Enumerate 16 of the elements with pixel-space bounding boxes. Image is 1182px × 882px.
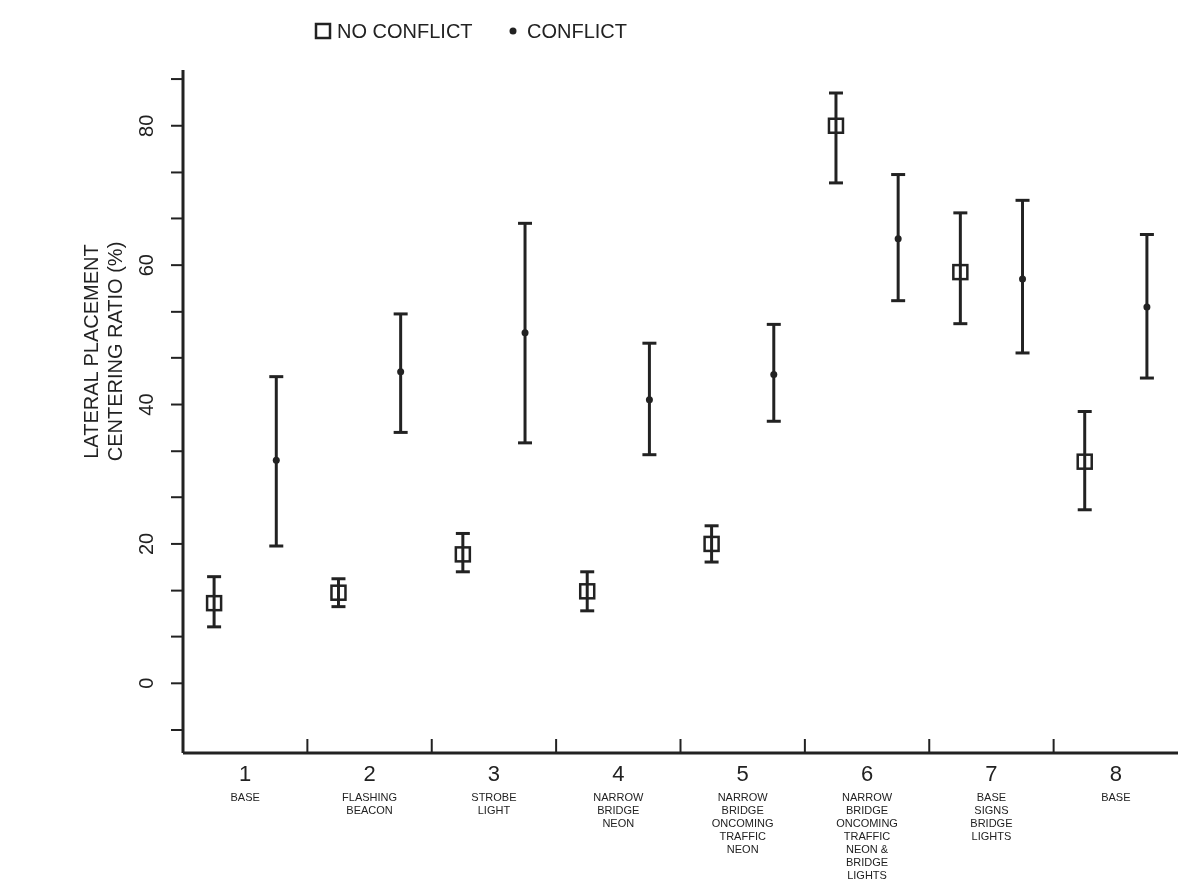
y-axis-title: LATERAL PLACEMENT CENTERING RATIO (%) (80, 241, 126, 462)
y-tick-label: 0 (135, 677, 157, 689)
y-tick-label: 20 (135, 532, 157, 556)
y-tick-label: 60 (135, 254, 157, 277)
x-tick-label: 8 BASE (1101, 761, 1131, 803)
x-tick-label: 7 BASE SIGNS BRIDGE LIGHTS (970, 761, 1013, 842)
y-tick-label: 80 (135, 114, 157, 137)
legend-label: CONFLICT (527, 20, 627, 42)
x-tick-label: 5 NARROW BRIDGE ONCOMING TRAFFIC NEON (711, 761, 774, 855)
x-tick-label: 4 NARROW BRIDGE NEON (593, 761, 644, 829)
x-tick-label: 6 NARROW BRIDGE ONCOMING TRAFFIC NEON & BRIDGE LIGHTS (836, 761, 898, 881)
y-tick-label: 40 (135, 393, 157, 416)
legend-label: NO CONFLICT (337, 20, 473, 42)
x-tick-label: 1 BASE (230, 761, 260, 803)
x-tick-label: 2 FLASHING BEACON (342, 761, 398, 816)
x-tick-label: 3 STROBE LIGHT (471, 761, 517, 816)
